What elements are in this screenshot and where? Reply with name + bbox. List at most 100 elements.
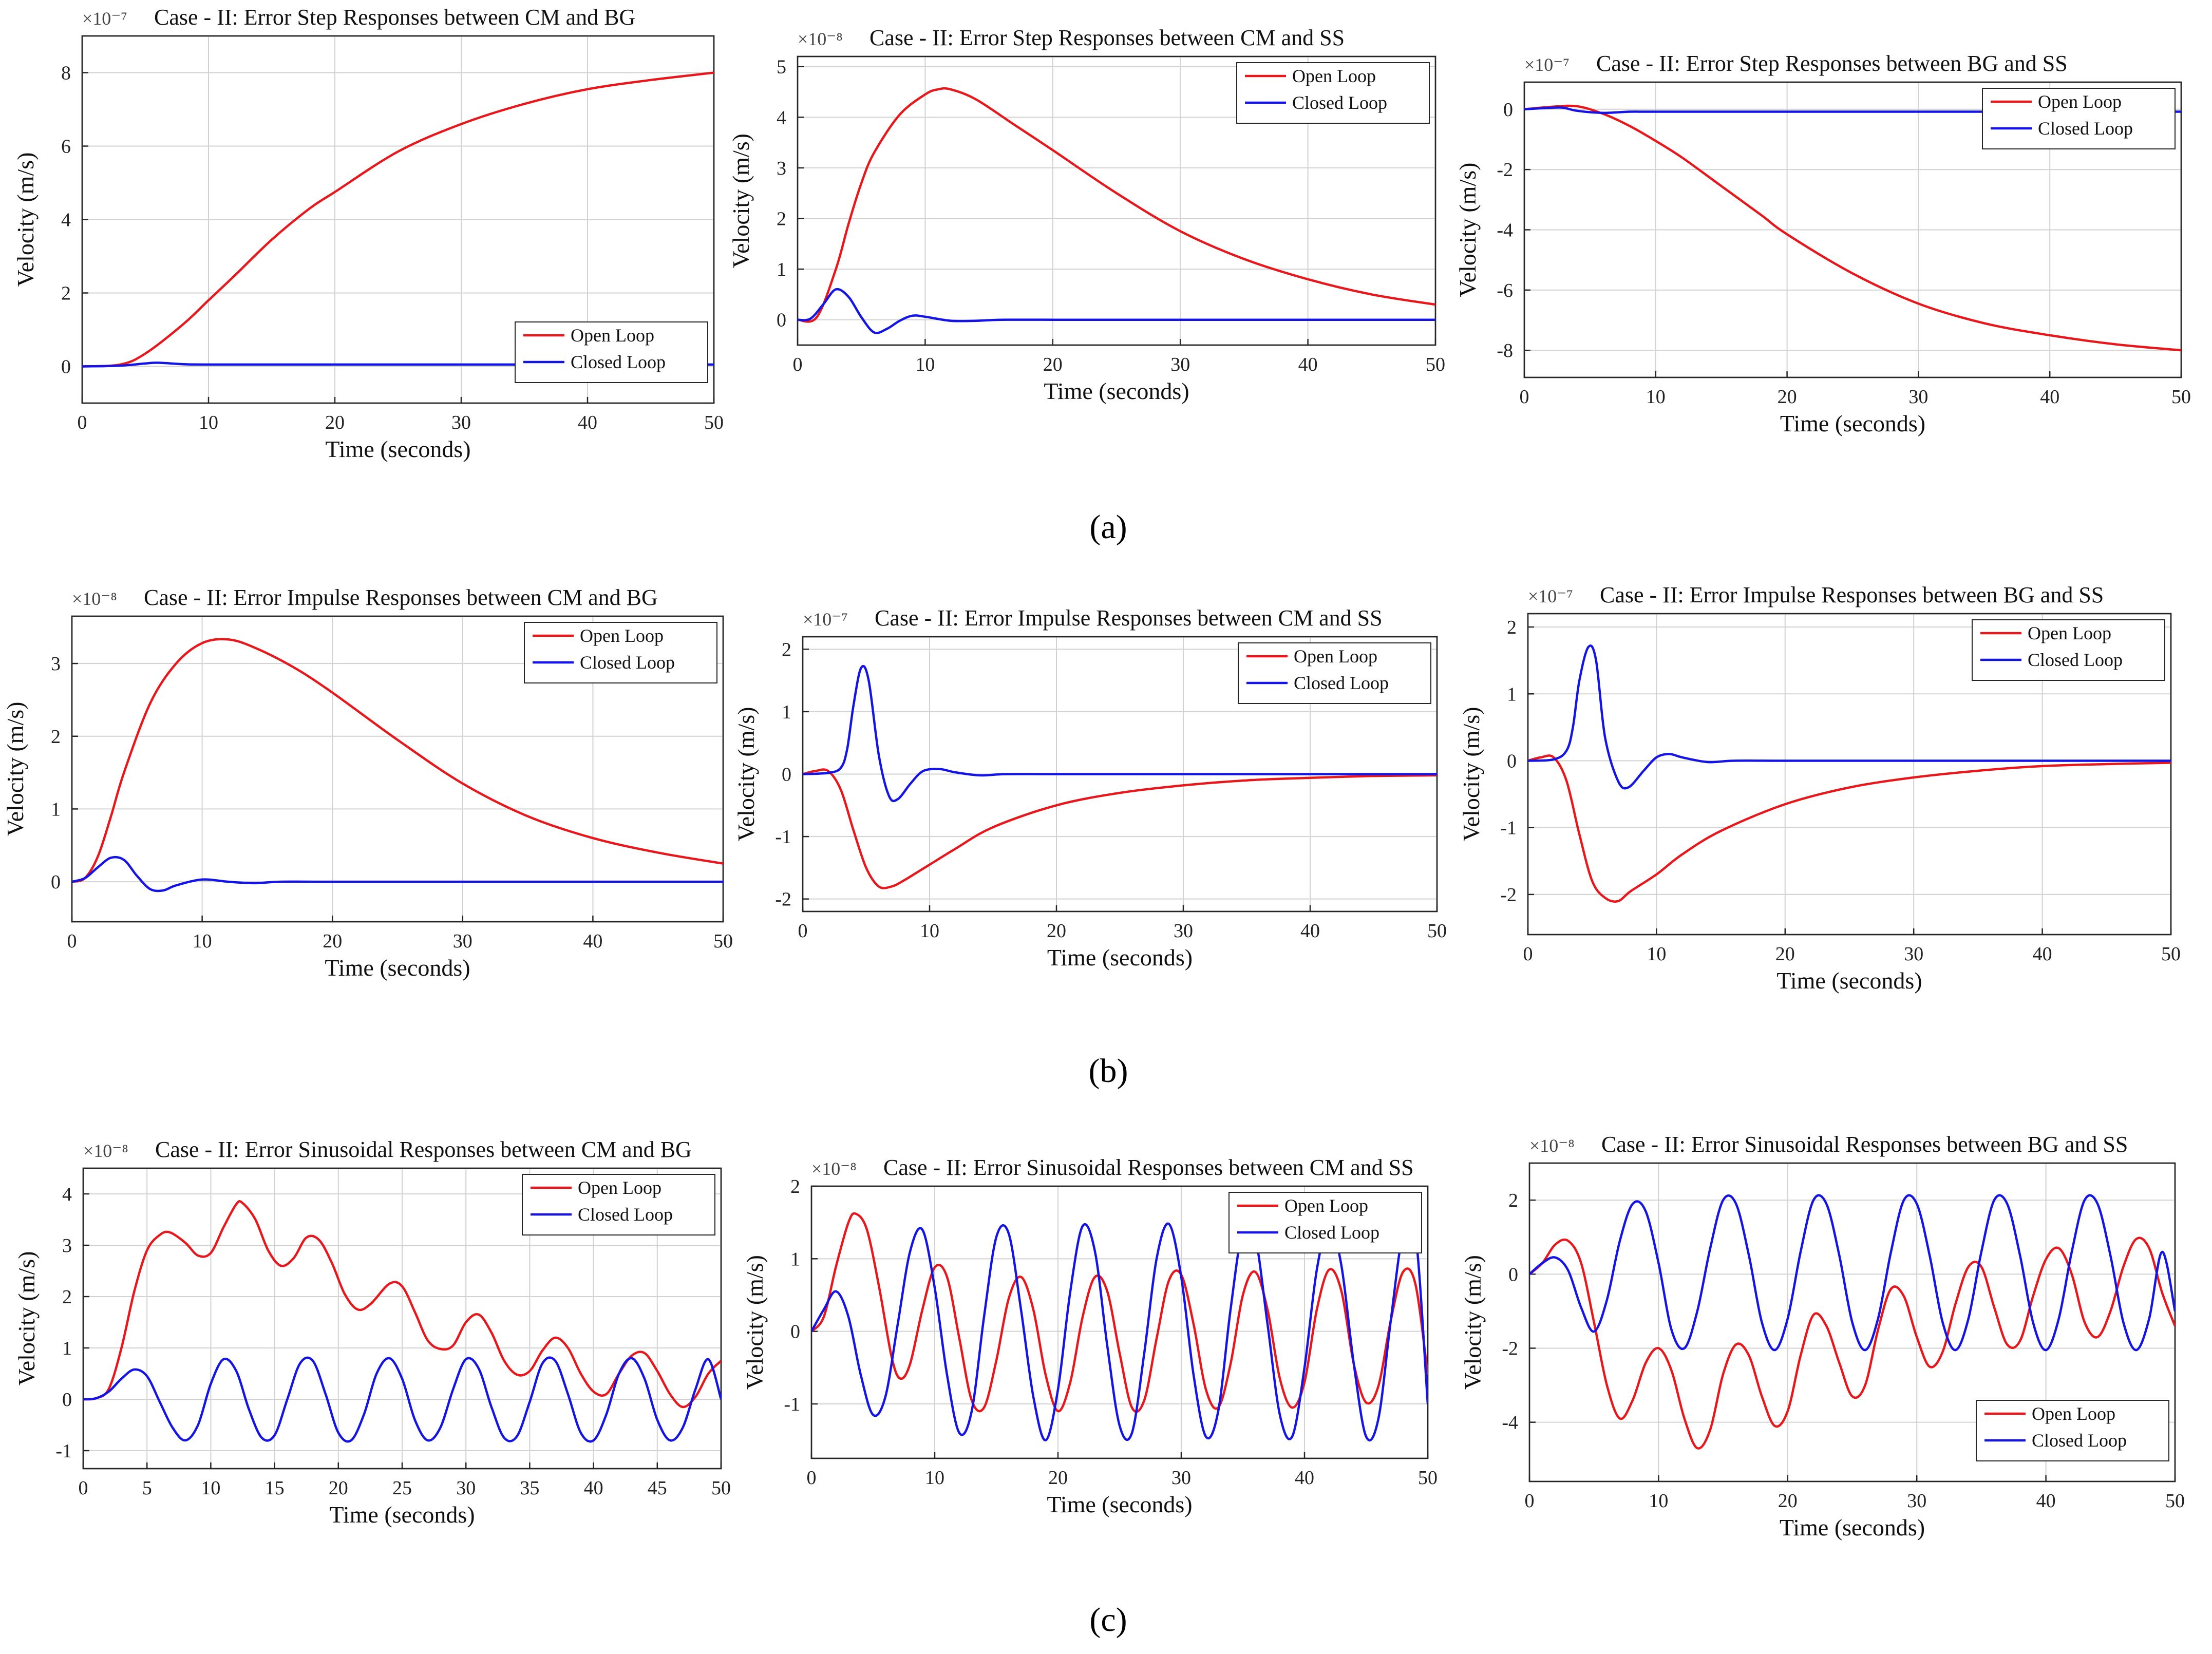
y-tick-label: -1 <box>775 826 791 848</box>
y-tick-label: 0 <box>62 1389 72 1411</box>
y-tick-label: -2 <box>775 889 791 910</box>
series-open-loop <box>798 87 1435 323</box>
legend-label: Closed Loop <box>578 1204 673 1225</box>
y-tick-label: 2 <box>1507 617 1517 638</box>
legend-label: Open Loop <box>578 1177 661 1198</box>
y-tick-label: 2 <box>51 726 61 748</box>
chart-4: 0 10 20 30 40 50 0 1 2 3 ×10⁻⁸ Case - II: Error Imp… <box>2 585 733 981</box>
x-tick-label: 30 <box>1171 1467 1191 1489</box>
y-tick-label: 1 <box>790 1248 800 1270</box>
y-tick-label: 0 <box>61 356 71 378</box>
x-tick-label: 50 <box>711 1477 731 1499</box>
y-axis-label: Velocity (m/s) <box>733 707 759 842</box>
x-tick-label: 20 <box>1778 386 1797 408</box>
x-tick-label: 0 <box>1520 386 1529 408</box>
series-closed-loop <box>1529 1194 2175 1352</box>
y-tick-label: 2 <box>62 1286 72 1308</box>
axis-exponent: ×10⁻⁸ <box>798 29 843 49</box>
y-axis-label: Velocity (m/s) <box>728 134 754 268</box>
sublabel-a: (a) <box>1089 508 1127 546</box>
legend-label: Open Loop <box>2032 1403 2115 1424</box>
legend: Open Loop Closed Loop <box>1982 88 2176 149</box>
x-tick-label: 0 <box>798 920 808 942</box>
legend: Open Loop Closed Loop <box>524 622 717 683</box>
x-tick-label: 0 <box>67 930 77 952</box>
y-tick-label: 2 <box>790 1176 800 1197</box>
y-tick-label: 2 <box>782 639 791 660</box>
sublabel-b: (b) <box>1089 1052 1128 1090</box>
legend: Open Loop Closed Loop <box>1236 62 1430 124</box>
y-tick-label: 1 <box>782 701 791 723</box>
y-tick-label: 1 <box>777 259 786 280</box>
x-tick-label: 10 <box>201 1477 220 1499</box>
y-tick-label: 4 <box>777 107 786 128</box>
legend: Open Loop Closed Loop <box>1972 619 2165 681</box>
y-axis-label: Velocity (m/s) <box>13 1251 40 1386</box>
legend-box <box>1982 88 2176 149</box>
series-closed-loop <box>83 1356 721 1443</box>
y-tick-label: 0 <box>777 310 786 331</box>
y-tick-label: 0 <box>51 871 61 893</box>
y-tick-label: 2 <box>61 283 71 305</box>
legend-label: Open Loop <box>1292 66 1376 86</box>
x-tick-label: 5 <box>142 1477 152 1499</box>
chart-9: 0 10 20 30 40 50 -4 -2 0 2 ×10⁻⁸ Case - II: Error S… <box>1460 1132 2185 1541</box>
chart-title: Case - II: Error Impulse Responses betwe… <box>1600 582 2104 607</box>
series-open-loop <box>82 71 714 368</box>
y-tick-label: 8 <box>61 63 71 84</box>
x-tick-label: 25 <box>392 1477 412 1499</box>
y-tick-label: 4 <box>62 1184 72 1205</box>
x-axis-label: Time (seconds) <box>1047 944 1193 971</box>
x-tick-label: 50 <box>1426 354 1445 375</box>
x-tick-label: 50 <box>2165 1490 2185 1512</box>
x-axis-label: Time (seconds) <box>1780 410 1925 436</box>
legend-box <box>1238 642 1431 704</box>
x-tick-label: 30 <box>1907 1490 1926 1512</box>
y-tick-label: 6 <box>61 136 71 158</box>
x-tick-label: 10 <box>1649 1490 1668 1512</box>
y-tick-label: 1 <box>62 1338 72 1359</box>
x-axis-label: Time (seconds) <box>325 436 470 462</box>
legend-label: Open Loop <box>571 325 654 346</box>
legend-label: Open Loop <box>2028 623 2111 643</box>
legend: Open Loop Closed Loop <box>1976 1400 2169 1461</box>
legend-box <box>515 321 708 383</box>
x-tick-label: 20 <box>1048 1467 1068 1489</box>
x-tick-label: 30 <box>453 930 472 952</box>
sublabel-c: (c) <box>1089 1601 1127 1639</box>
axis-exponent: ×10⁻⁸ <box>72 588 117 609</box>
chart-title: Case - II: Error Sinusoidal Responses be… <box>1601 1132 2128 1157</box>
x-tick-label: 0 <box>793 354 803 375</box>
x-tick-label: 10 <box>193 930 212 952</box>
plot-frame <box>81 35 715 404</box>
x-tick-label: 0 <box>807 1467 817 1489</box>
x-tick-label: 10 <box>915 354 935 375</box>
legend-label: Open Loop <box>580 625 664 646</box>
y-tick-label: 4 <box>61 210 71 231</box>
legend: Open Loop Closed Loop <box>1228 1192 1422 1253</box>
y-tick-label: 3 <box>62 1235 72 1257</box>
legend-label: Closed Loop <box>2032 1430 2127 1451</box>
x-tick-label: 40 <box>1298 354 1318 375</box>
y-axis-label: Velocity (m/s) <box>1454 163 1481 297</box>
y-axis-label: Velocity (m/s) <box>1460 1255 1486 1390</box>
plot-frame <box>71 615 724 923</box>
y-tick-label: -4 <box>1502 1412 1518 1434</box>
series-open-loop <box>83 1200 721 1409</box>
x-axis-label: Time (seconds) <box>325 955 470 981</box>
series-closed-loop <box>803 664 1437 803</box>
x-axis-label: Time (seconds) <box>329 1501 475 1528</box>
chart-5: 0 10 20 30 40 50 -2 -1 0 1 2 ×10⁻⁷ Case - II: Error … <box>733 605 1447 971</box>
x-tick-label: 30 <box>1908 386 1928 408</box>
legend-label: Open Loop <box>1294 646 1377 667</box>
series-closed-loop <box>1528 644 2171 790</box>
series-open-loop <box>803 768 1437 889</box>
x-tick-label: 50 <box>1418 1467 1438 1489</box>
y-axis-label: Velocity (m/s) <box>12 153 39 287</box>
x-tick-label: 30 <box>1904 943 1923 965</box>
y-tick-label: 0 <box>1507 750 1517 772</box>
axis-exponent: ×10⁻⁸ <box>83 1140 128 1161</box>
chart-title: Case - II: Error Step Responses between … <box>1596 51 2068 76</box>
x-tick-label: 20 <box>323 930 342 952</box>
x-tick-label: 50 <box>704 412 724 433</box>
